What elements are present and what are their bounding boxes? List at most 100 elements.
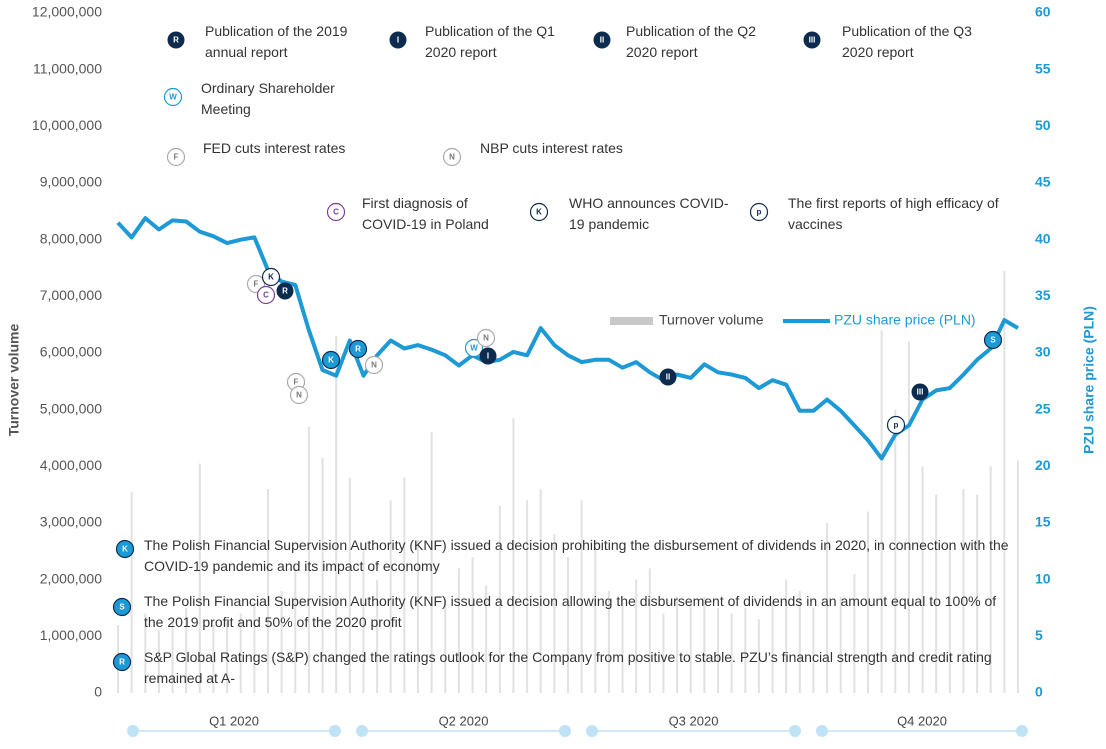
volume-bar xyxy=(894,409,897,693)
timeline-dot xyxy=(1016,725,1028,737)
timeline-dot xyxy=(356,725,368,737)
volume-bar xyxy=(185,608,188,693)
event-marker-label: R xyxy=(282,287,288,296)
event-marker xyxy=(326,202,346,222)
y-tick-label: 4,000,000 xyxy=(40,457,102,473)
volume-bar xyxy=(580,500,583,693)
y-tick-label: 5,000,000 xyxy=(40,400,102,416)
volume-bar xyxy=(921,466,924,693)
event-description: FED cuts interest rates xyxy=(203,140,346,156)
volume-bar xyxy=(485,585,488,693)
volume-bar xyxy=(1003,270,1006,693)
volume-bar xyxy=(989,466,992,693)
y-tick-label: 2,000,000 xyxy=(40,570,102,586)
legend-swatch xyxy=(610,317,653,325)
y-tick-label: 6,000,000 xyxy=(40,344,102,360)
event-marker xyxy=(289,385,309,405)
event-marker-label: II xyxy=(666,373,670,382)
event-marker xyxy=(911,383,929,401)
volume-bar xyxy=(567,557,569,693)
event-marker-label: I xyxy=(397,36,399,45)
event-marker xyxy=(983,330,1003,350)
volume-bar xyxy=(867,511,869,693)
event-marker-label: S xyxy=(990,336,996,345)
event-marker xyxy=(389,31,407,49)
quarter-label: Q2 2020 xyxy=(439,713,489,728)
event-marker-label: K xyxy=(122,545,128,554)
event-marker-label: F xyxy=(294,378,299,387)
event-marker-label: W xyxy=(169,93,177,102)
volume-bar xyxy=(457,568,460,693)
timeline-dot xyxy=(127,725,139,737)
y2-tick-label: 50 xyxy=(1035,117,1051,133)
y2-axis-title: PZU share price (PLN) xyxy=(1081,306,1097,454)
volume-bar xyxy=(744,608,747,693)
event-description: First diagnosis of COVID-19 in Poland xyxy=(362,195,489,232)
volume-bar xyxy=(635,579,638,693)
event-marker-label: K xyxy=(268,273,274,282)
volume-bar xyxy=(703,596,706,693)
event-marker-label: F xyxy=(174,153,179,162)
event-marker xyxy=(464,338,484,358)
note-text: The Polish Financial Supervision Authori… xyxy=(144,593,997,630)
event-marker-label: R xyxy=(355,345,361,354)
y2-tick-label: 35 xyxy=(1035,287,1051,303)
volume-bar xyxy=(471,557,474,693)
y2-tick-label: 15 xyxy=(1035,514,1051,530)
y2-tick-label: 60 xyxy=(1035,4,1051,20)
volume-bar xyxy=(962,489,965,693)
event-marker xyxy=(348,339,368,359)
event-description: Publication of the Q3 2020 report xyxy=(842,23,972,60)
y-tick-label: 12,000,000 xyxy=(32,4,102,20)
event-marker-label: C xyxy=(333,208,339,217)
volume-bar xyxy=(321,457,324,693)
y2-tick-label: 5 xyxy=(1035,627,1043,643)
volume-bar xyxy=(976,494,979,693)
event-marker-label: N xyxy=(296,391,302,400)
event-marker xyxy=(112,597,132,617)
event-marker-label: N xyxy=(371,361,377,370)
legend-label: Turnover volume xyxy=(659,312,764,328)
y-axis-title: Turnover volume xyxy=(6,324,22,437)
volume-bar xyxy=(526,500,529,693)
volume-bar xyxy=(594,540,597,693)
event-marker xyxy=(593,31,611,49)
y-tick-label: 8,000,000 xyxy=(40,230,102,246)
volume-bar xyxy=(676,596,679,693)
event-marker xyxy=(476,328,496,348)
quarter-label: Q1 2020 xyxy=(209,713,259,728)
note-text: S&P Global Ratings (S&P) changed the rat… xyxy=(144,649,992,686)
volume-bar xyxy=(621,602,624,693)
y2-tick-label: 10 xyxy=(1035,570,1051,586)
event-marker xyxy=(529,202,549,222)
volume-bar xyxy=(444,596,447,693)
event-marker xyxy=(442,147,462,167)
volume-bar xyxy=(212,625,215,693)
volume-bar xyxy=(839,596,842,693)
volume-bar xyxy=(239,613,242,693)
y-tick-label: 1,000,000 xyxy=(40,627,102,643)
volume-bar xyxy=(553,534,556,693)
volume-bar xyxy=(785,579,788,693)
event-marker xyxy=(886,415,906,435)
event-marker xyxy=(115,539,135,559)
event-marker-label: III xyxy=(809,36,816,45)
event-description: WHO announces COVID-19 pandemic xyxy=(569,195,729,232)
y-tick-label: 0 xyxy=(94,684,102,700)
volume-bar xyxy=(648,568,651,693)
volume-bar xyxy=(757,619,760,693)
price-line xyxy=(116,216,1020,461)
event-marker-label: W xyxy=(470,344,478,353)
event-marker-label: R xyxy=(119,658,125,667)
volume-bar xyxy=(498,506,501,693)
y2-tick-label: 25 xyxy=(1035,400,1051,416)
volume-bar xyxy=(880,330,883,693)
event-marker xyxy=(112,652,132,672)
y-tick-label: 10,000,000 xyxy=(32,117,102,133)
volume-bar xyxy=(157,630,160,693)
event-marker-label: K xyxy=(328,356,334,365)
event-marker-label: p xyxy=(894,421,899,430)
volume-bar xyxy=(948,545,951,693)
volume-bar xyxy=(253,602,256,693)
